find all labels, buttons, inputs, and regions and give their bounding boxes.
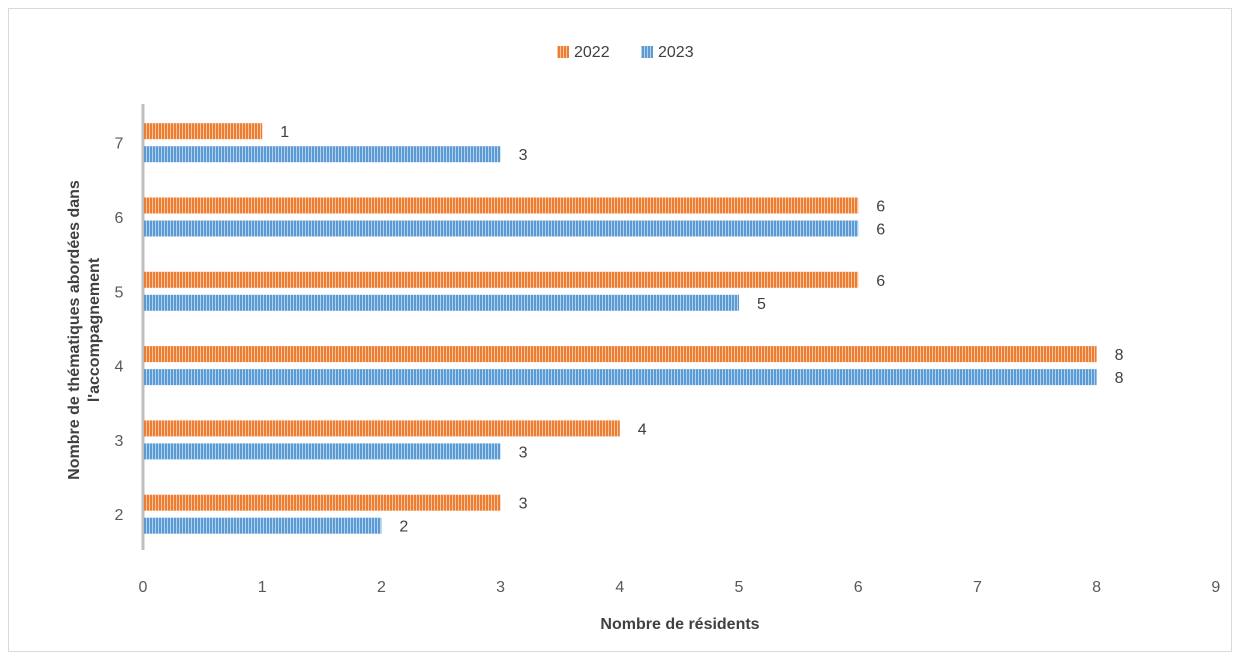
x-tick-label: 5 [735, 579, 744, 596]
y-axis-title-line-2: l'accompagnement [86, 257, 103, 402]
bar-2022-6 [144, 197, 859, 214]
x-tick-label: 6 [854, 579, 863, 596]
data-label-2023-3: 3 [519, 444, 528, 461]
x-tick-label: 7 [973, 579, 982, 596]
bar-2022-5 [144, 271, 859, 288]
data-label-2022-2: 3 [519, 496, 528, 513]
data-label-2023-6: 6 [876, 222, 885, 239]
x-tick-label: 3 [496, 579, 505, 596]
x-tick-label: 4 [615, 579, 624, 596]
bar-2022-3 [144, 420, 620, 437]
legend-swatch-2023 [641, 46, 653, 58]
x-axis-title: Nombre de résidents [600, 616, 759, 633]
legend: 2022 2023 [557, 44, 694, 61]
legend-label-2023: 2023 [658, 44, 694, 61]
bar-2023-6 [144, 220, 859, 237]
y-tick-label: 4 [115, 359, 124, 376]
data-label-2022-5: 6 [876, 273, 885, 290]
legend-swatch-2022 [557, 46, 569, 58]
plot-area: 0 1 2 3 4 5 6 7 8 9 2 3 2 3 4 3 4 8 8 5 6 5 6 6 6 7 1 3 [115, 104, 1220, 596]
x-tick-label: 1 [258, 579, 267, 596]
bar-2023-7 [144, 146, 501, 163]
data-label-2023-7: 3 [519, 147, 528, 164]
data-label-2023-2: 2 [399, 519, 408, 536]
x-tick-label: 0 [139, 579, 148, 596]
legend-label-2022: 2022 [574, 44, 610, 61]
bar-2023-3 [144, 443, 501, 460]
y-tick-label: 2 [115, 507, 124, 524]
y-tick-label: 6 [115, 210, 124, 227]
x-tick-label: 8 [1092, 579, 1101, 596]
y-tick-label: 7 [115, 136, 124, 153]
data-label-2022-4: 8 [1115, 347, 1124, 364]
bar-2022-7 [144, 123, 263, 140]
data-label-2023-4: 8 [1115, 370, 1124, 387]
bar-2023-4 [144, 369, 1097, 386]
data-label-2022-6: 6 [876, 199, 885, 216]
data-label-2022-3: 4 [638, 421, 647, 438]
data-label-2023-5: 5 [757, 296, 766, 313]
x-tick-label: 2 [377, 579, 386, 596]
y-tick-label: 3 [115, 433, 124, 450]
y-tick-label: 5 [115, 284, 124, 301]
bar-2022-2 [144, 494, 501, 511]
chart-frame [8, 8, 1232, 652]
y-axis-title-line-1: Nombre de thématiques abordées dans [66, 180, 83, 480]
bar-2022-4 [144, 346, 1097, 363]
data-label-2022-7: 1 [280, 124, 289, 141]
bar-2023-2 [144, 517, 382, 534]
bar-2023-5 [144, 294, 739, 311]
x-tick-label: 9 [1211, 579, 1220, 596]
